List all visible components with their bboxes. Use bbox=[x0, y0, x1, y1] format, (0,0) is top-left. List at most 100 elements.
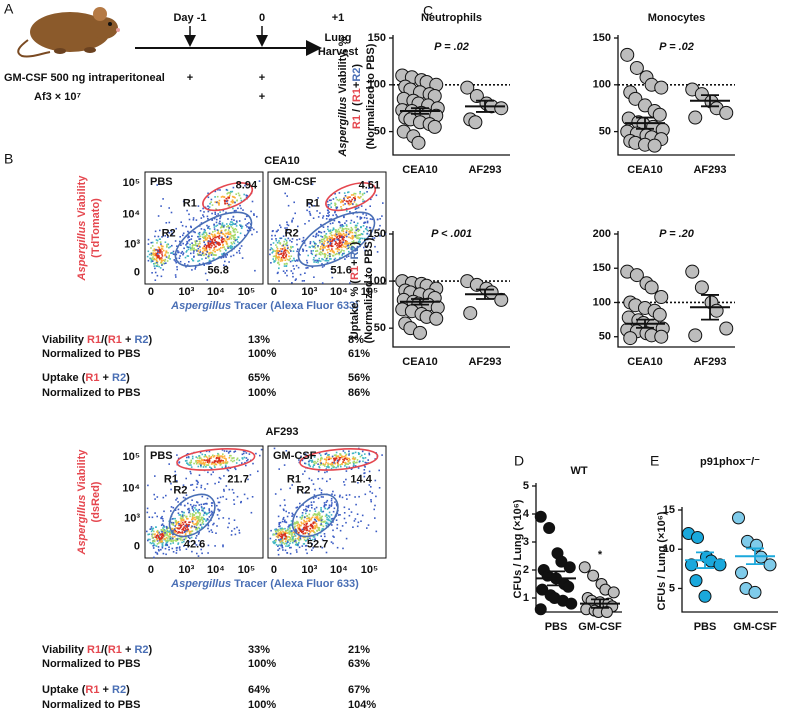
event-dot bbox=[199, 249, 202, 251]
event-dot bbox=[360, 205, 363, 207]
event-dot bbox=[218, 510, 220, 512]
event-dot bbox=[308, 534, 311, 536]
event-dot bbox=[320, 235, 322, 237]
event-dot bbox=[284, 259, 287, 261]
event-dot bbox=[178, 257, 181, 259]
event-dot bbox=[218, 461, 220, 464]
event-dot bbox=[328, 214, 330, 216]
event-dot bbox=[282, 542, 285, 544]
event-dot bbox=[189, 515, 191, 518]
event-dot bbox=[155, 248, 157, 251]
event-dot bbox=[320, 246, 322, 248]
event-dot bbox=[155, 536, 157, 539]
event-dot bbox=[221, 253, 223, 255]
event-dot bbox=[317, 470, 320, 473]
event-dot bbox=[329, 258, 331, 260]
event-dot bbox=[323, 230, 326, 233]
gate-name: R2 bbox=[162, 228, 176, 240]
event-dot bbox=[331, 250, 334, 252]
event-dot bbox=[283, 250, 285, 253]
data-point bbox=[534, 603, 547, 616]
event-dot bbox=[317, 245, 319, 247]
event-dot bbox=[292, 272, 294, 275]
event-dot bbox=[273, 533, 275, 536]
event-dot bbox=[306, 528, 308, 530]
gate-value: 8.94 bbox=[236, 179, 258, 191]
event-dot bbox=[281, 541, 284, 544]
event-dot bbox=[286, 258, 289, 261]
event-dot bbox=[232, 186, 235, 189]
event-dot bbox=[181, 521, 184, 524]
event-dot bbox=[287, 531, 290, 534]
event-dot bbox=[192, 509, 194, 511]
event-dot bbox=[366, 226, 368, 228]
event-dot bbox=[149, 541, 152, 544]
event-dot bbox=[346, 248, 348, 250]
event-dot bbox=[275, 254, 277, 256]
event-dot bbox=[155, 252, 158, 255]
event-dot bbox=[309, 214, 312, 216]
event-dot bbox=[349, 196, 351, 198]
event-dot bbox=[186, 209, 188, 212]
event-dot bbox=[210, 254, 213, 256]
event-dot bbox=[242, 450, 245, 452]
event-dot bbox=[272, 242, 275, 244]
event-dot bbox=[202, 232, 205, 234]
event-dot bbox=[355, 204, 358, 206]
event-dot bbox=[324, 507, 326, 510]
event-dot bbox=[305, 548, 307, 551]
event-dot bbox=[172, 524, 175, 526]
event-dot bbox=[161, 236, 163, 238]
event-dot bbox=[227, 204, 230, 207]
event-dot bbox=[273, 541, 276, 544]
event-dot bbox=[320, 523, 322, 525]
event-dot bbox=[206, 233, 208, 236]
event-dot bbox=[230, 459, 232, 462]
event-dot bbox=[339, 494, 341, 497]
event-dot bbox=[310, 454, 312, 457]
event-dot bbox=[200, 517, 203, 520]
event-dot bbox=[194, 542, 196, 545]
event-dot bbox=[297, 266, 300, 269]
event-dot bbox=[330, 202, 333, 205]
event-dot bbox=[358, 243, 361, 246]
event-dot bbox=[146, 511, 149, 514]
event-dot bbox=[150, 542, 153, 545]
event-dot bbox=[238, 194, 241, 197]
event-dot bbox=[172, 536, 174, 538]
event-dot bbox=[186, 249, 188, 252]
event-dot bbox=[170, 539, 173, 542]
event-dot bbox=[282, 516, 285, 519]
event-dot bbox=[336, 246, 339, 249]
event-dot bbox=[348, 508, 350, 510]
event-dot bbox=[195, 460, 197, 462]
event-dot bbox=[166, 531, 168, 533]
event-dot bbox=[208, 459, 211, 462]
event-dot bbox=[200, 464, 202, 466]
event-dot bbox=[336, 244, 338, 247]
event-dot bbox=[334, 235, 337, 238]
event-dot bbox=[214, 250, 216, 253]
event-dot bbox=[162, 268, 164, 271]
event-dot bbox=[284, 249, 287, 251]
event-dot bbox=[354, 208, 357, 210]
event-dot bbox=[212, 249, 214, 252]
event-dot bbox=[181, 541, 183, 544]
event-dot bbox=[326, 257, 329, 259]
event-dot bbox=[318, 466, 321, 469]
event-dot bbox=[303, 520, 306, 522]
event-dot bbox=[223, 488, 225, 491]
event-dot bbox=[224, 240, 227, 243]
event-dot bbox=[339, 529, 342, 532]
event-dot bbox=[275, 539, 277, 541]
event-dot bbox=[358, 453, 361, 455]
event-dot bbox=[308, 459, 311, 462]
event-dot bbox=[306, 522, 308, 525]
event-dot bbox=[340, 201, 342, 203]
event-dot bbox=[224, 254, 227, 257]
event-dot bbox=[286, 223, 289, 226]
event-dot bbox=[203, 236, 206, 238]
event-dot bbox=[241, 257, 244, 259]
event-dot bbox=[293, 523, 296, 525]
event-dot bbox=[197, 519, 200, 521]
